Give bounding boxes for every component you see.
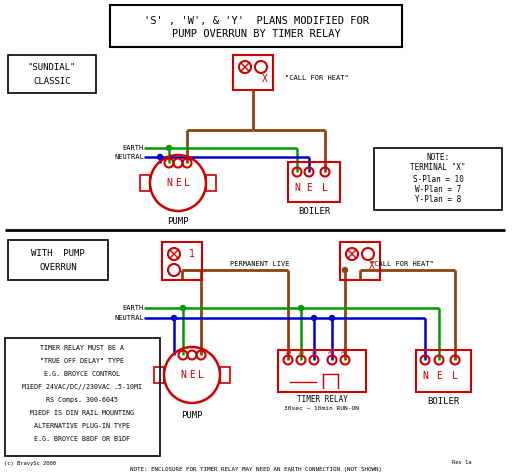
Text: 30sec ~ 10min RUN-ON: 30sec ~ 10min RUN-ON: [285, 406, 359, 410]
Bar: [278, 350, 366, 392]
Circle shape: [298, 306, 304, 310]
Text: L: L: [322, 183, 328, 193]
Text: "CALL FOR HEAT": "CALL FOR HEAT": [370, 261, 434, 267]
Text: E: E: [189, 370, 195, 380]
Text: E.G. BROYCE CONTROL: E.G. BROYCE CONTROL: [44, 371, 120, 377]
Text: N: N: [422, 371, 428, 381]
Text: "CALL FOR HEAT": "CALL FOR HEAT": [285, 75, 349, 81]
Text: "TRUE OFF DELAY" TYPE: "TRUE OFF DELAY" TYPE: [40, 358, 124, 364]
Circle shape: [330, 316, 334, 320]
Text: 'S' , 'W', & 'Y'  PLANS MODIFIED FOR: 'S' , 'W', & 'Y' PLANS MODIFIED FOR: [143, 16, 369, 26]
Bar: [340, 242, 380, 280]
Text: L: L: [452, 371, 458, 381]
Bar: [110, 5, 402, 47]
Text: TERMINAL "X": TERMINAL "X": [410, 163, 466, 172]
Text: A2: A2: [342, 349, 349, 355]
Bar: [8, 240, 108, 280]
Text: RS Comps. 300-6045: RS Comps. 300-6045: [46, 397, 118, 403]
Text: M1EDF 24VAC/DC//230VAC .5-10MI: M1EDF 24VAC/DC//230VAC .5-10MI: [22, 384, 142, 390]
Text: Y-Plan = 8: Y-Plan = 8: [415, 196, 461, 205]
Bar: [233, 55, 273, 90]
Text: NOTE: ENCLOSURE FOR TIMER RELAY MAY NEED AN EARTH CONNECTION (NOT SHOWN): NOTE: ENCLOSURE FOR TIMER RELAY MAY NEED…: [130, 467, 382, 473]
Circle shape: [166, 146, 172, 150]
Text: M1EDF IS DIN RAIL MOUNTING: M1EDF IS DIN RAIL MOUNTING: [30, 410, 134, 416]
Bar: [288, 162, 340, 202]
Circle shape: [343, 268, 348, 272]
Text: E: E: [306, 183, 312, 193]
Text: TIMER RELAY: TIMER RELAY: [296, 396, 348, 405]
Text: BOILER: BOILER: [427, 397, 459, 407]
Text: PUMP OVERRUN BY TIMER RELAY: PUMP OVERRUN BY TIMER RELAY: [172, 29, 340, 39]
Text: (c) BravySc 2000: (c) BravySc 2000: [4, 460, 56, 466]
Bar: [8, 55, 96, 93]
Text: N: N: [294, 183, 300, 193]
Text: PERMANENT LIVE: PERMANENT LIVE: [230, 261, 290, 267]
Text: 1: 1: [189, 249, 195, 259]
Bar: [5, 338, 160, 456]
Bar: [140, 175, 150, 191]
Bar: [206, 175, 216, 191]
Circle shape: [181, 306, 185, 310]
Text: S-Plan = 10: S-Plan = 10: [413, 175, 463, 184]
Text: E: E: [175, 178, 181, 188]
Text: EARTH: EARTH: [123, 145, 144, 151]
Text: EARTH: EARTH: [123, 305, 144, 311]
Text: A1: A1: [328, 349, 336, 355]
Bar: [162, 242, 202, 280]
Text: PUMP: PUMP: [167, 217, 189, 226]
Text: E: E: [436, 371, 442, 381]
Text: W-Plan = 7: W-Plan = 7: [415, 186, 461, 195]
Text: ALTERNATIVE PLUG-IN TYPE: ALTERNATIVE PLUG-IN TYPE: [34, 423, 130, 429]
Bar: [374, 148, 502, 210]
Text: "SUNDIAL": "SUNDIAL": [28, 63, 76, 72]
Bar: [220, 367, 230, 383]
Circle shape: [172, 316, 177, 320]
Text: L: L: [184, 178, 190, 188]
Bar: [154, 367, 164, 383]
Text: 16: 16: [297, 349, 305, 355]
Text: X: X: [262, 74, 268, 84]
Text: OVERRUN: OVERRUN: [39, 262, 77, 271]
Text: WITH  PUMP: WITH PUMP: [31, 249, 85, 258]
Circle shape: [158, 155, 162, 159]
Text: Rev 1a: Rev 1a: [452, 460, 472, 466]
Text: N: N: [180, 370, 186, 380]
Text: NEUTRAL: NEUTRAL: [114, 315, 144, 321]
Text: 18: 18: [284, 349, 292, 355]
Circle shape: [311, 316, 316, 320]
Text: 15: 15: [310, 349, 318, 355]
Text: X: X: [369, 261, 375, 271]
Text: PUMP: PUMP: [181, 410, 203, 419]
Text: E.G. BROYCE B8DF OR B1DF: E.G. BROYCE B8DF OR B1DF: [34, 436, 130, 442]
Text: CLASSIC: CLASSIC: [33, 77, 71, 86]
Text: L: L: [198, 370, 204, 380]
Text: BOILER: BOILER: [298, 208, 330, 217]
Bar: [416, 350, 471, 392]
Text: N: N: [166, 178, 172, 188]
Text: NEUTRAL: NEUTRAL: [114, 154, 144, 160]
Text: TIMER RELAY MUST BE A: TIMER RELAY MUST BE A: [40, 345, 124, 351]
Text: NOTE:: NOTE:: [426, 152, 450, 161]
